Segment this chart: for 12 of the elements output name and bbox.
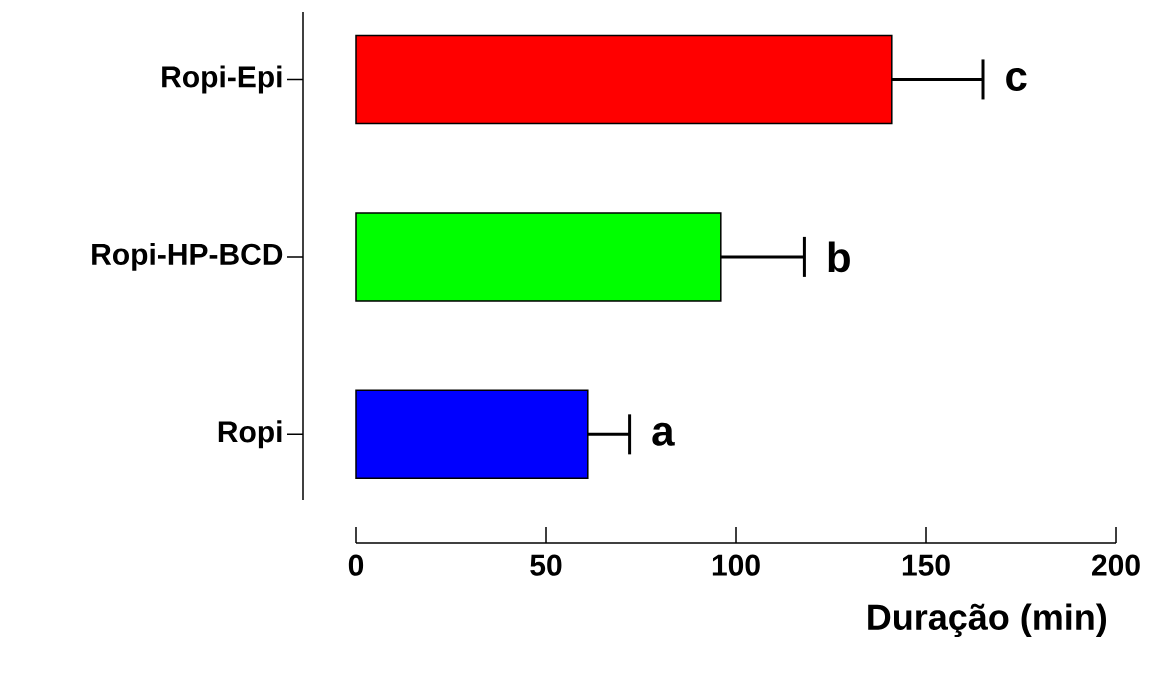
- annotation: c: [1006, 67, 1027, 91]
- x-tick-label: 50: [530, 554, 562, 576]
- y-tick-label: Ropi-Epi: [162, 65, 282, 94]
- y-tick-label: Ropi-HP-BCD: [92, 242, 283, 271]
- annotation: b: [828, 241, 850, 273]
- annotation: a: [652, 422, 675, 446]
- x-tick-label: 100: [712, 554, 760, 576]
- x-tick-label: 150: [902, 554, 950, 576]
- y-tick-label: Ropi: [218, 420, 282, 449]
- x-tick-label: 0: [348, 554, 364, 576]
- x-tick-label: 200: [1092, 554, 1140, 576]
- x-axis-title: Duração (min): [868, 603, 1106, 638]
